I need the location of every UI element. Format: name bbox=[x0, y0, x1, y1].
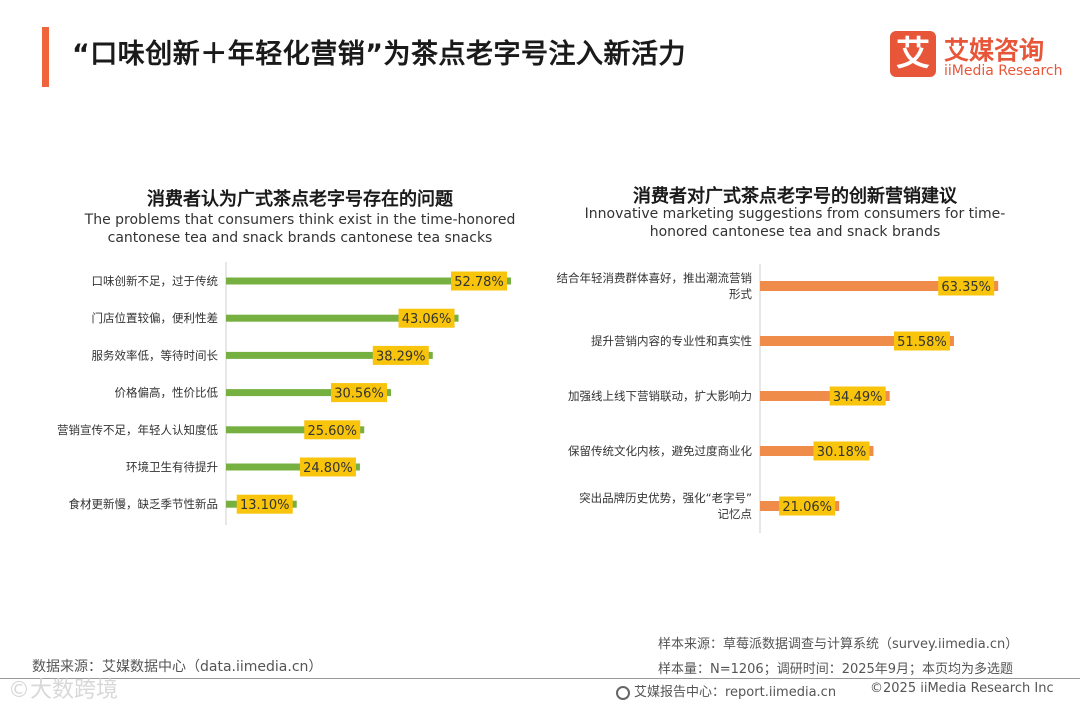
right-value-label-4: 30.18% bbox=[817, 445, 867, 460]
logo-name-en: iiMedia Research bbox=[944, 63, 1063, 79]
left-bar-4 bbox=[226, 389, 392, 397]
right-value-label-bg-5 bbox=[779, 496, 836, 516]
right-chart-subtitle-line-2: honored cantonese tea and snack brands bbox=[649, 224, 941, 240]
left-chart-subtitle-line-2: cantonese tea and snack brands cantonese… bbox=[107, 230, 493, 246]
report-center-link[interactable]: 艾媒报告中心：report.iimedia.cn bbox=[616, 681, 836, 700]
copyright: ©2025 iiMedia Research Inc bbox=[870, 681, 1054, 696]
logo-name-cn: 艾媒咨询 bbox=[944, 36, 1045, 65]
right-category-label-2: 提升营销内容的专业性和真实性 bbox=[591, 334, 752, 348]
left-value-label-bg-3 bbox=[372, 345, 429, 365]
right-category-label-5-line-2: 记忆点 bbox=[718, 507, 753, 521]
report-center-text: 艾媒报告中心：report.iimedia.cn bbox=[634, 685, 837, 700]
right-value-label-bg-1 bbox=[938, 276, 995, 296]
right-category-label-5-line-1: 突出品牌历史优势，强化“老字号” bbox=[579, 491, 752, 505]
left-category-label-1: 口味创新不足，过于传统 bbox=[92, 274, 219, 288]
left-bar-6 bbox=[226, 463, 360, 471]
left-category-label-3: 服务效率低，等待时间长 bbox=[92, 348, 219, 362]
left-value-label-bg-5 bbox=[304, 420, 361, 440]
footer-divider bbox=[0, 678, 1080, 679]
left-value-label-bg-4 bbox=[331, 383, 388, 403]
left-category-label-5: 营销宣传不足，年轻人认知度低 bbox=[57, 423, 218, 437]
sample-size: 样本量：N=1206；调研时间：2025年9月；本页均为多选题 bbox=[658, 662, 1014, 677]
right-value-label-bg-4 bbox=[813, 441, 870, 461]
sample-source: 样本来源：草莓派数据调查与计算系统（survey.iimedia.cn） bbox=[658, 637, 1019, 652]
right-chart-subtitle-line-1: Innovative marketing suggestions from co… bbox=[584, 206, 1006, 222]
left-value-label-7: 13.10% bbox=[240, 498, 290, 513]
right-category-label-1-line-2: 形式 bbox=[729, 287, 752, 301]
left-bar-2 bbox=[226, 314, 459, 322]
data-source: 数据来源：艾媒数据中心（data.iimedia.cn） bbox=[32, 659, 323, 675]
left-value-label-1: 52.78% bbox=[454, 275, 504, 290]
brand-logo: 艾 艾媒咨询 iiMedia Research bbox=[890, 31, 1063, 83]
right-chart-subtitle: Innovative marketing suggestions from co… bbox=[555, 205, 1035, 241]
left-value-label-6: 24.80% bbox=[303, 461, 353, 476]
right-value-label-2: 51.58% bbox=[897, 335, 947, 350]
left-value-label-2: 43.06% bbox=[402, 312, 452, 327]
left-category-label-2: 门店位置较偏，便利性差 bbox=[92, 311, 219, 325]
right-value-label-3: 34.49% bbox=[833, 390, 883, 405]
left-value-label-bg-1 bbox=[451, 271, 508, 291]
left-value-label-bg-2 bbox=[398, 308, 455, 328]
right-value-label-bg-2 bbox=[893, 331, 950, 351]
left-value-label-3: 38.29% bbox=[376, 349, 426, 364]
page-title: “口味创新＋年轻化营销”为茶点老字号注入新活力 bbox=[72, 39, 686, 70]
right-value-label-5: 21.06% bbox=[782, 500, 832, 515]
right-category-label-3: 加强线上线下营销联动，扩大影响力 bbox=[568, 389, 752, 403]
right-bar-1 bbox=[760, 281, 999, 291]
logo-mark-icon: 艾 bbox=[890, 31, 936, 77]
left-bar-3 bbox=[226, 351, 433, 359]
left-chart-subtitle: The problems that consumers think exist … bbox=[60, 211, 540, 247]
right-category-label-4: 保留传统文化内核，避免过度商业化 bbox=[568, 444, 752, 458]
globe-icon bbox=[616, 686, 630, 700]
left-value-label-bg-7 bbox=[236, 494, 293, 514]
right-chart-title: 消费者对广式茶点老字号的创新营销建议 bbox=[633, 186, 957, 207]
left-value-label-5: 25.60% bbox=[307, 424, 357, 439]
watermark-text: ©大数跨境 bbox=[8, 678, 119, 703]
left-value-label-bg-6 bbox=[299, 457, 356, 477]
right-bar-3 bbox=[760, 391, 890, 401]
left-bar-5 bbox=[226, 426, 365, 434]
right-bar-2 bbox=[760, 336, 954, 346]
title-accent-bar bbox=[42, 27, 49, 87]
left-bar-1 bbox=[226, 277, 512, 285]
left-chart-title: 消费者认为广式茶点老字号存在的问题 bbox=[147, 189, 453, 210]
left-category-label-6: 环境卫生有待提升 bbox=[126, 460, 218, 474]
right-value-label-1: 63.35% bbox=[941, 280, 991, 295]
left-chart-subtitle-line-1: The problems that consumers think exist … bbox=[84, 212, 516, 228]
left-category-label-4: 价格偏高，性价比低 bbox=[115, 386, 219, 400]
right-category-label-1-line-1: 结合年轻消费群体喜好，推出潮流营销 bbox=[557, 271, 753, 285]
right-value-label-bg-3 bbox=[829, 386, 886, 406]
left-value-label-4: 30.56% bbox=[334, 387, 384, 402]
left-category-label-7: 食材更新慢，缺乏季节性新品 bbox=[69, 497, 219, 511]
